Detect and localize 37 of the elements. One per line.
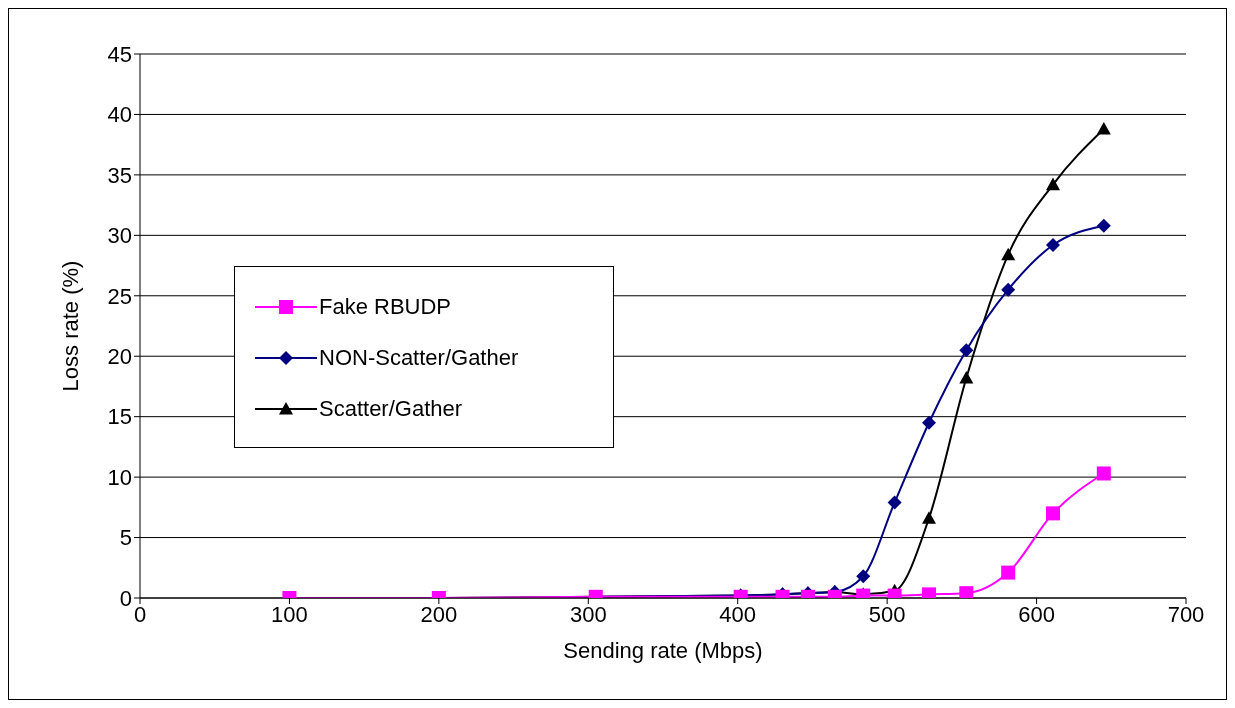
y-tick-label: 5 xyxy=(119,525,132,551)
y-tick-label: 45 xyxy=(107,41,132,67)
point xyxy=(1046,506,1061,521)
y-tick-label: 10 xyxy=(107,464,132,490)
legend-label: NON-Scatter/Gather xyxy=(319,344,519,371)
point xyxy=(959,343,974,358)
x-tick-label: 700 xyxy=(1167,601,1205,627)
y-tick-label: 25 xyxy=(107,283,132,309)
x-tick-label: 600 xyxy=(1018,601,1055,627)
point xyxy=(1001,247,1016,261)
point xyxy=(959,586,974,598)
x-tick-label: 400 xyxy=(719,601,757,627)
y-axis-title: Loss rate (%) xyxy=(57,260,83,392)
point xyxy=(1001,282,1016,297)
legend-label: Scatter/Gather xyxy=(319,395,463,422)
point xyxy=(1001,565,1016,580)
point xyxy=(1096,218,1111,233)
y-tick-label: 15 xyxy=(107,404,132,430)
y-tick-label: 30 xyxy=(107,223,132,249)
y-tick-label: 20 xyxy=(107,344,132,370)
x-tick-label: 100 xyxy=(271,601,308,627)
x-tick-label: 300 xyxy=(569,601,607,627)
point xyxy=(1046,177,1061,191)
point xyxy=(1046,238,1061,252)
point xyxy=(921,511,936,524)
x-tick-label: 200 xyxy=(420,601,458,627)
y-tick-label: 35 xyxy=(107,162,132,188)
point xyxy=(1096,121,1111,135)
legend-label: Fake RBUDP xyxy=(319,293,452,320)
point xyxy=(1096,466,1111,481)
point xyxy=(921,415,936,430)
y-tick-label: 0 xyxy=(119,585,132,611)
point xyxy=(959,370,974,384)
y-tick-label: 40 xyxy=(107,102,132,128)
x-axis-title: Sending rate (Mbps) xyxy=(563,638,763,663)
point xyxy=(887,495,902,510)
x-tick-label: 500 xyxy=(868,601,906,627)
